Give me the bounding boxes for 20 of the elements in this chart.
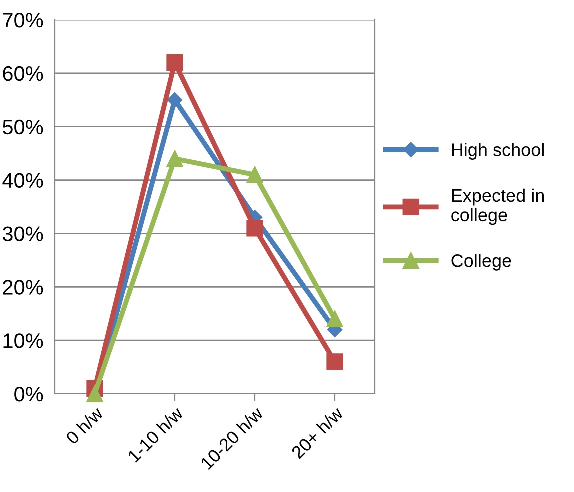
point (166, 54, 184, 72)
point (246, 220, 264, 237)
point (167, 92, 183, 108)
x-tick-label: 0 h/w (64, 406, 104, 446)
legend-label: College (452, 254, 512, 271)
legend-label: Expected in college (452, 188, 544, 226)
point (326, 354, 344, 370)
y-tick-label: 70% (3, 13, 44, 28)
x-tick-label: 20+ h/w (290, 406, 344, 460)
y-tick-label: 30% (2, 226, 44, 242)
y-tick-label: 20% (3, 280, 44, 295)
legend-label: High school (452, 143, 544, 160)
point (166, 150, 184, 168)
point (246, 166, 264, 184)
y-tick-label: 50% (3, 120, 44, 135)
y-tick-label: 60% (3, 66, 44, 82)
y-tick-label: 10% (4, 334, 44, 348)
point (326, 310, 344, 328)
y-tick-label: 0% (14, 387, 44, 402)
y-tick-label: 40% (2, 173, 44, 188)
